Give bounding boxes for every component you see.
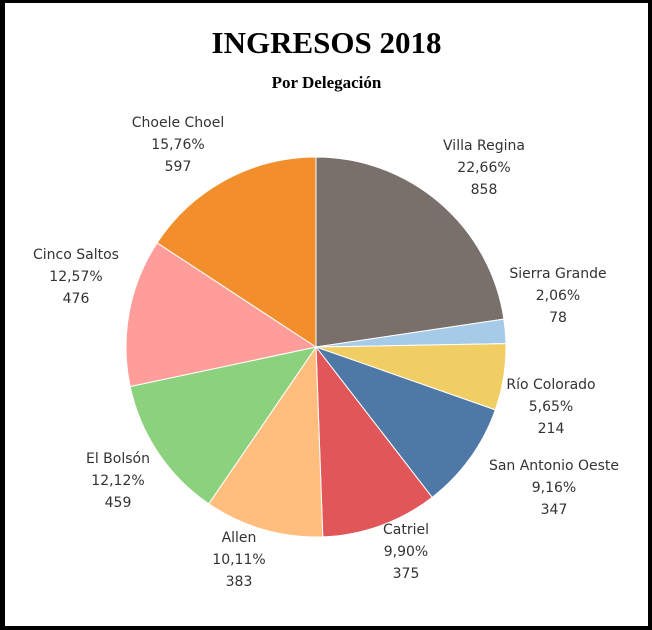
slice-value: 214: [538, 421, 565, 437]
slice-value: 383: [226, 574, 253, 590]
slice-value: 347: [541, 502, 568, 518]
slice-percent: 12,12%: [91, 473, 144, 489]
slice-label: Catriel: [383, 522, 429, 538]
slice-value: 78: [549, 310, 567, 326]
slice-percent: 2,06%: [536, 288, 580, 304]
slice-label: San Antonio Oeste: [489, 458, 619, 474]
pie-slice-catriel: [315, 345, 433, 538]
slice-percent: 5,65%: [529, 399, 573, 415]
slice-label: Allen: [222, 530, 257, 546]
slice-percent: 12,57%: [49, 269, 102, 285]
slice-value: 597: [165, 159, 192, 175]
slice-value: 476: [63, 291, 90, 307]
slice-label: El Bolsón: [86, 451, 150, 467]
slice-value: 459: [105, 495, 132, 511]
pie-slice-villa-regina: [315, 156, 505, 348]
chart-subtitle: Por Delegación: [271, 73, 382, 92]
slice-percent: 9,16%: [532, 480, 576, 496]
chart-title: INGRESOS 2018: [211, 25, 442, 60]
pie-slice-san-antonio-oeste: [314, 345, 496, 499]
slice-label: Sierra Grande: [509, 266, 606, 282]
slice-percent: 10,11%: [212, 552, 265, 568]
slice-label: Cinco Saltos: [33, 247, 119, 263]
pie-slice-choele-choel: [156, 156, 317, 348]
slice-label: Río Colorado: [506, 377, 595, 393]
pie-slice-allen: [208, 345, 324, 538]
slice-label: Choele Choel: [132, 115, 225, 131]
slice-value: 375: [393, 566, 420, 582]
slice-percent: 15,76%: [151, 137, 204, 153]
slice-value: 858: [471, 182, 498, 198]
pie-slice-cinco-saltos: [125, 242, 318, 388]
slice-percent: 22,66%: [457, 160, 510, 176]
pie-slice-el-bolsón: [129, 346, 318, 505]
slice-percent: 9,90%: [384, 544, 428, 560]
slice-label: Villa Regina: [443, 138, 525, 154]
